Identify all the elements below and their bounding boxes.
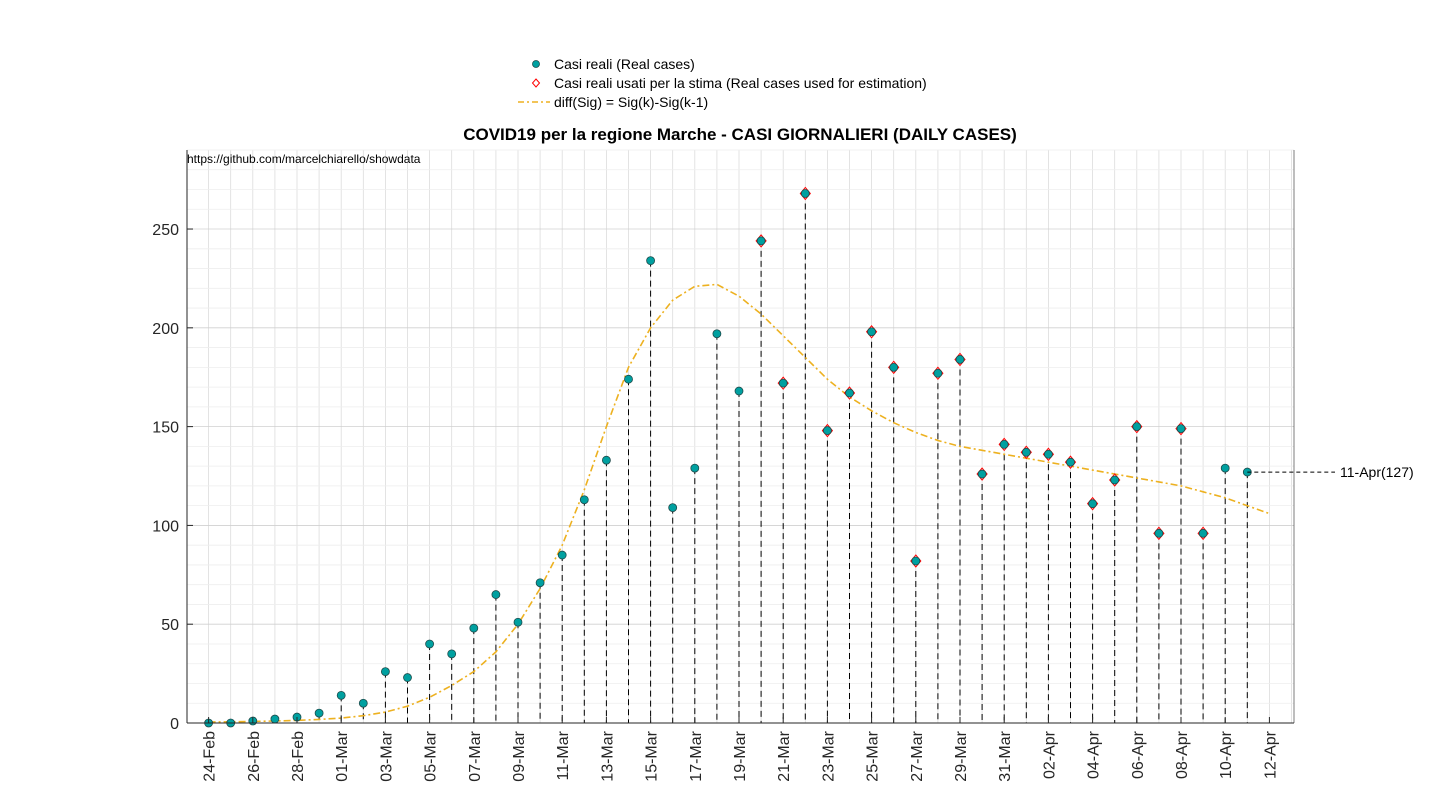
real-point-marker [1044, 449, 1053, 459]
x-tick-label: 26-Feb [246, 731, 263, 782]
x-tick-label: 31-Mar [997, 730, 1014, 781]
real-point-marker [270, 714, 280, 724]
real-point-marker [999, 440, 1009, 449]
x-tick-label: 17-Mar [688, 730, 705, 781]
real-point-marker [602, 455, 611, 465]
x-tick-label: 19-Mar [732, 730, 749, 781]
x-tick-label: 06-Apr [1130, 730, 1147, 779]
y-tick-label: 250 [152, 222, 179, 239]
x-tick-label: 05-Mar [423, 730, 440, 781]
real-point-marker [336, 690, 346, 700]
x-tick-label: 28-Feb [290, 731, 307, 782]
real-point-marker [845, 388, 854, 398]
x-tick-label: 02-Apr [1041, 730, 1058, 779]
points [204, 186, 1252, 728]
real-point-marker [469, 623, 479, 633]
real-point-marker [1088, 499, 1097, 509]
real-point-marker [712, 329, 722, 339]
real-point-marker [513, 617, 523, 627]
fit-curve-line [208, 283, 1270, 723]
x-tick-label: 09-Mar [511, 730, 528, 781]
x-tick-label: 11-Mar [555, 730, 572, 780]
annotation-label: 11-Apr(127) [1340, 464, 1414, 480]
real-point-marker [1132, 422, 1142, 432]
x-tick-label: 12-Apr [1262, 730, 1279, 779]
real-point-marker [933, 368, 943, 378]
real-point-marker [955, 355, 965, 364]
legend-label-used: Casi reali usati per la stima (Real case… [554, 75, 927, 91]
real-point-marker [977, 469, 987, 479]
real-point-marker [889, 362, 899, 372]
y-tick-label: 50 [161, 617, 179, 634]
chart-title: COVID19 per la regione Marche - CASI GIO… [463, 125, 1017, 144]
real-point-marker [380, 667, 390, 677]
x-tick-label: 13-Mar [599, 730, 616, 781]
real-point-marker [1220, 463, 1230, 473]
x-tick-label: 03-Mar [378, 730, 395, 781]
real-point-marker [800, 189, 810, 198]
real-point-marker [734, 386, 744, 396]
legend-marker-used [531, 78, 541, 88]
x-tick-label: 21-Mar [776, 730, 793, 781]
ticks: 0 50 100 150 200 250 24-Feb 26-Feb 28-Feb 01-Mar 0… [152, 222, 1279, 782]
annotation: 11-Apr(127) [1247, 464, 1414, 480]
real-point-marker [646, 256, 655, 266]
x-tick-label: 01-Mar [334, 730, 351, 781]
real-point-marker [756, 236, 766, 246]
real-point-marker [447, 649, 457, 659]
real-point-marker [403, 673, 412, 682]
real-point-marker [358, 698, 368, 708]
legend-label-fit: diff(Sig) = Sig(k)-Sig(k-1) [554, 94, 708, 110]
y-tick-label: 100 [152, 518, 179, 535]
x-tick-label: 27-Mar [909, 730, 926, 781]
x-tick-label: 08-Apr [1174, 730, 1191, 779]
real-point-marker [425, 639, 435, 649]
real-point-marker [1154, 528, 1164, 538]
real-point-marker [491, 590, 501, 599]
real-point-marker [557, 550, 567, 560]
fit-curve [208, 283, 1270, 723]
x-tick-label: 07-Mar [467, 730, 484, 781]
real-point-marker [579, 495, 589, 505]
y-tick-label: 0 [170, 716, 179, 733]
legend: Casi reali (Real cases) Casi reali usati… [518, 56, 927, 110]
axes [186, 150, 1295, 724]
real-point-marker [624, 374, 633, 384]
x-tick-label: 10-Apr [1218, 730, 1235, 779]
y-tick-label: 200 [152, 321, 179, 338]
real-point-marker [314, 708, 324, 718]
y-tick-label: 150 [152, 420, 179, 437]
plot-area [187, 150, 1294, 723]
x-tick-label: 15-Mar [644, 730, 661, 781]
real-point-marker [535, 578, 545, 588]
real-point-marker [1066, 457, 1075, 467]
real-point-marker [690, 463, 700, 473]
x-tick-label: 25-Mar [865, 730, 882, 781]
real-point-marker [668, 503, 678, 513]
x-tick-label: 29-Mar [953, 730, 970, 781]
real-point-marker [1176, 424, 1186, 433]
real-point-marker [1198, 528, 1208, 538]
source-url: https://github.com/marcelchiarello/showd… [187, 152, 421, 166]
x-tick-label: 23-Mar [820, 730, 837, 781]
real-point-marker [778, 378, 788, 388]
stems [252, 193, 1248, 723]
x-tick-label: 24-Feb [202, 731, 219, 782]
real-point-marker [1110, 475, 1120, 485]
legend-label-real: Casi reali (Real cases) [554, 56, 695, 72]
real-point-marker [823, 426, 832, 435]
x-tick-label: 04-Apr [1086, 730, 1103, 779]
real-point-marker [911, 556, 921, 566]
real-point-marker [1021, 447, 1031, 457]
real-point-marker [867, 327, 876, 337]
legend-marker-real [532, 60, 540, 68]
